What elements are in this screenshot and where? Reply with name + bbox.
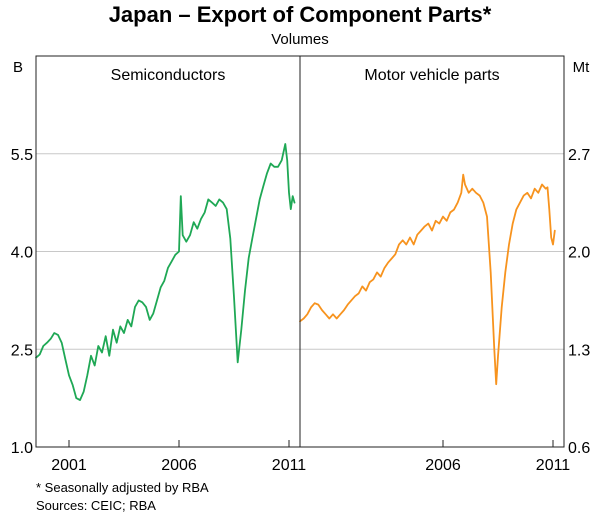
x-tick-label: 2006: [425, 457, 461, 474]
y-tick-label-right: 2.0: [568, 245, 590, 262]
y-tick-label-left: 1.0: [11, 440, 33, 457]
right-axis-unit: Mt: [573, 59, 590, 76]
y-tick-label-left: 5.5: [11, 147, 33, 164]
y-tick-label-left: 4.0: [11, 245, 33, 262]
y-tick-label-right: 0.6: [568, 440, 590, 457]
series-line-motor-vehicle-parts: [299, 173, 556, 386]
gridlines: [36, 153, 564, 350]
x-tick-label: 2006: [161, 457, 197, 474]
series-line-semiconductors: [35, 143, 296, 402]
chart-subtitle: Volumes: [271, 31, 329, 48]
chart-title: Japan – Export of Component Parts*: [109, 2, 492, 27]
x-tick-label: 2001: [51, 457, 87, 474]
y-tick-label-left: 2.5: [11, 342, 33, 359]
x-tick-label: 2011: [272, 457, 307, 474]
y-tick-label-right: 1.3: [568, 342, 590, 359]
x-tick-label: 2011: [536, 457, 571, 474]
y-tick-label-right: 2.7: [568, 147, 590, 164]
left-axis-unit: B: [13, 59, 23, 76]
series-lines: [35, 143, 556, 402]
panel-title-semiconductors: Semiconductors: [111, 67, 226, 84]
panel-title-motor-vehicle-parts: Motor vehicle parts: [364, 67, 499, 84]
sources-note: Sources: CEIC; RBA: [36, 498, 156, 513]
footnote: * Seasonally adjusted by RBA: [36, 480, 209, 495]
